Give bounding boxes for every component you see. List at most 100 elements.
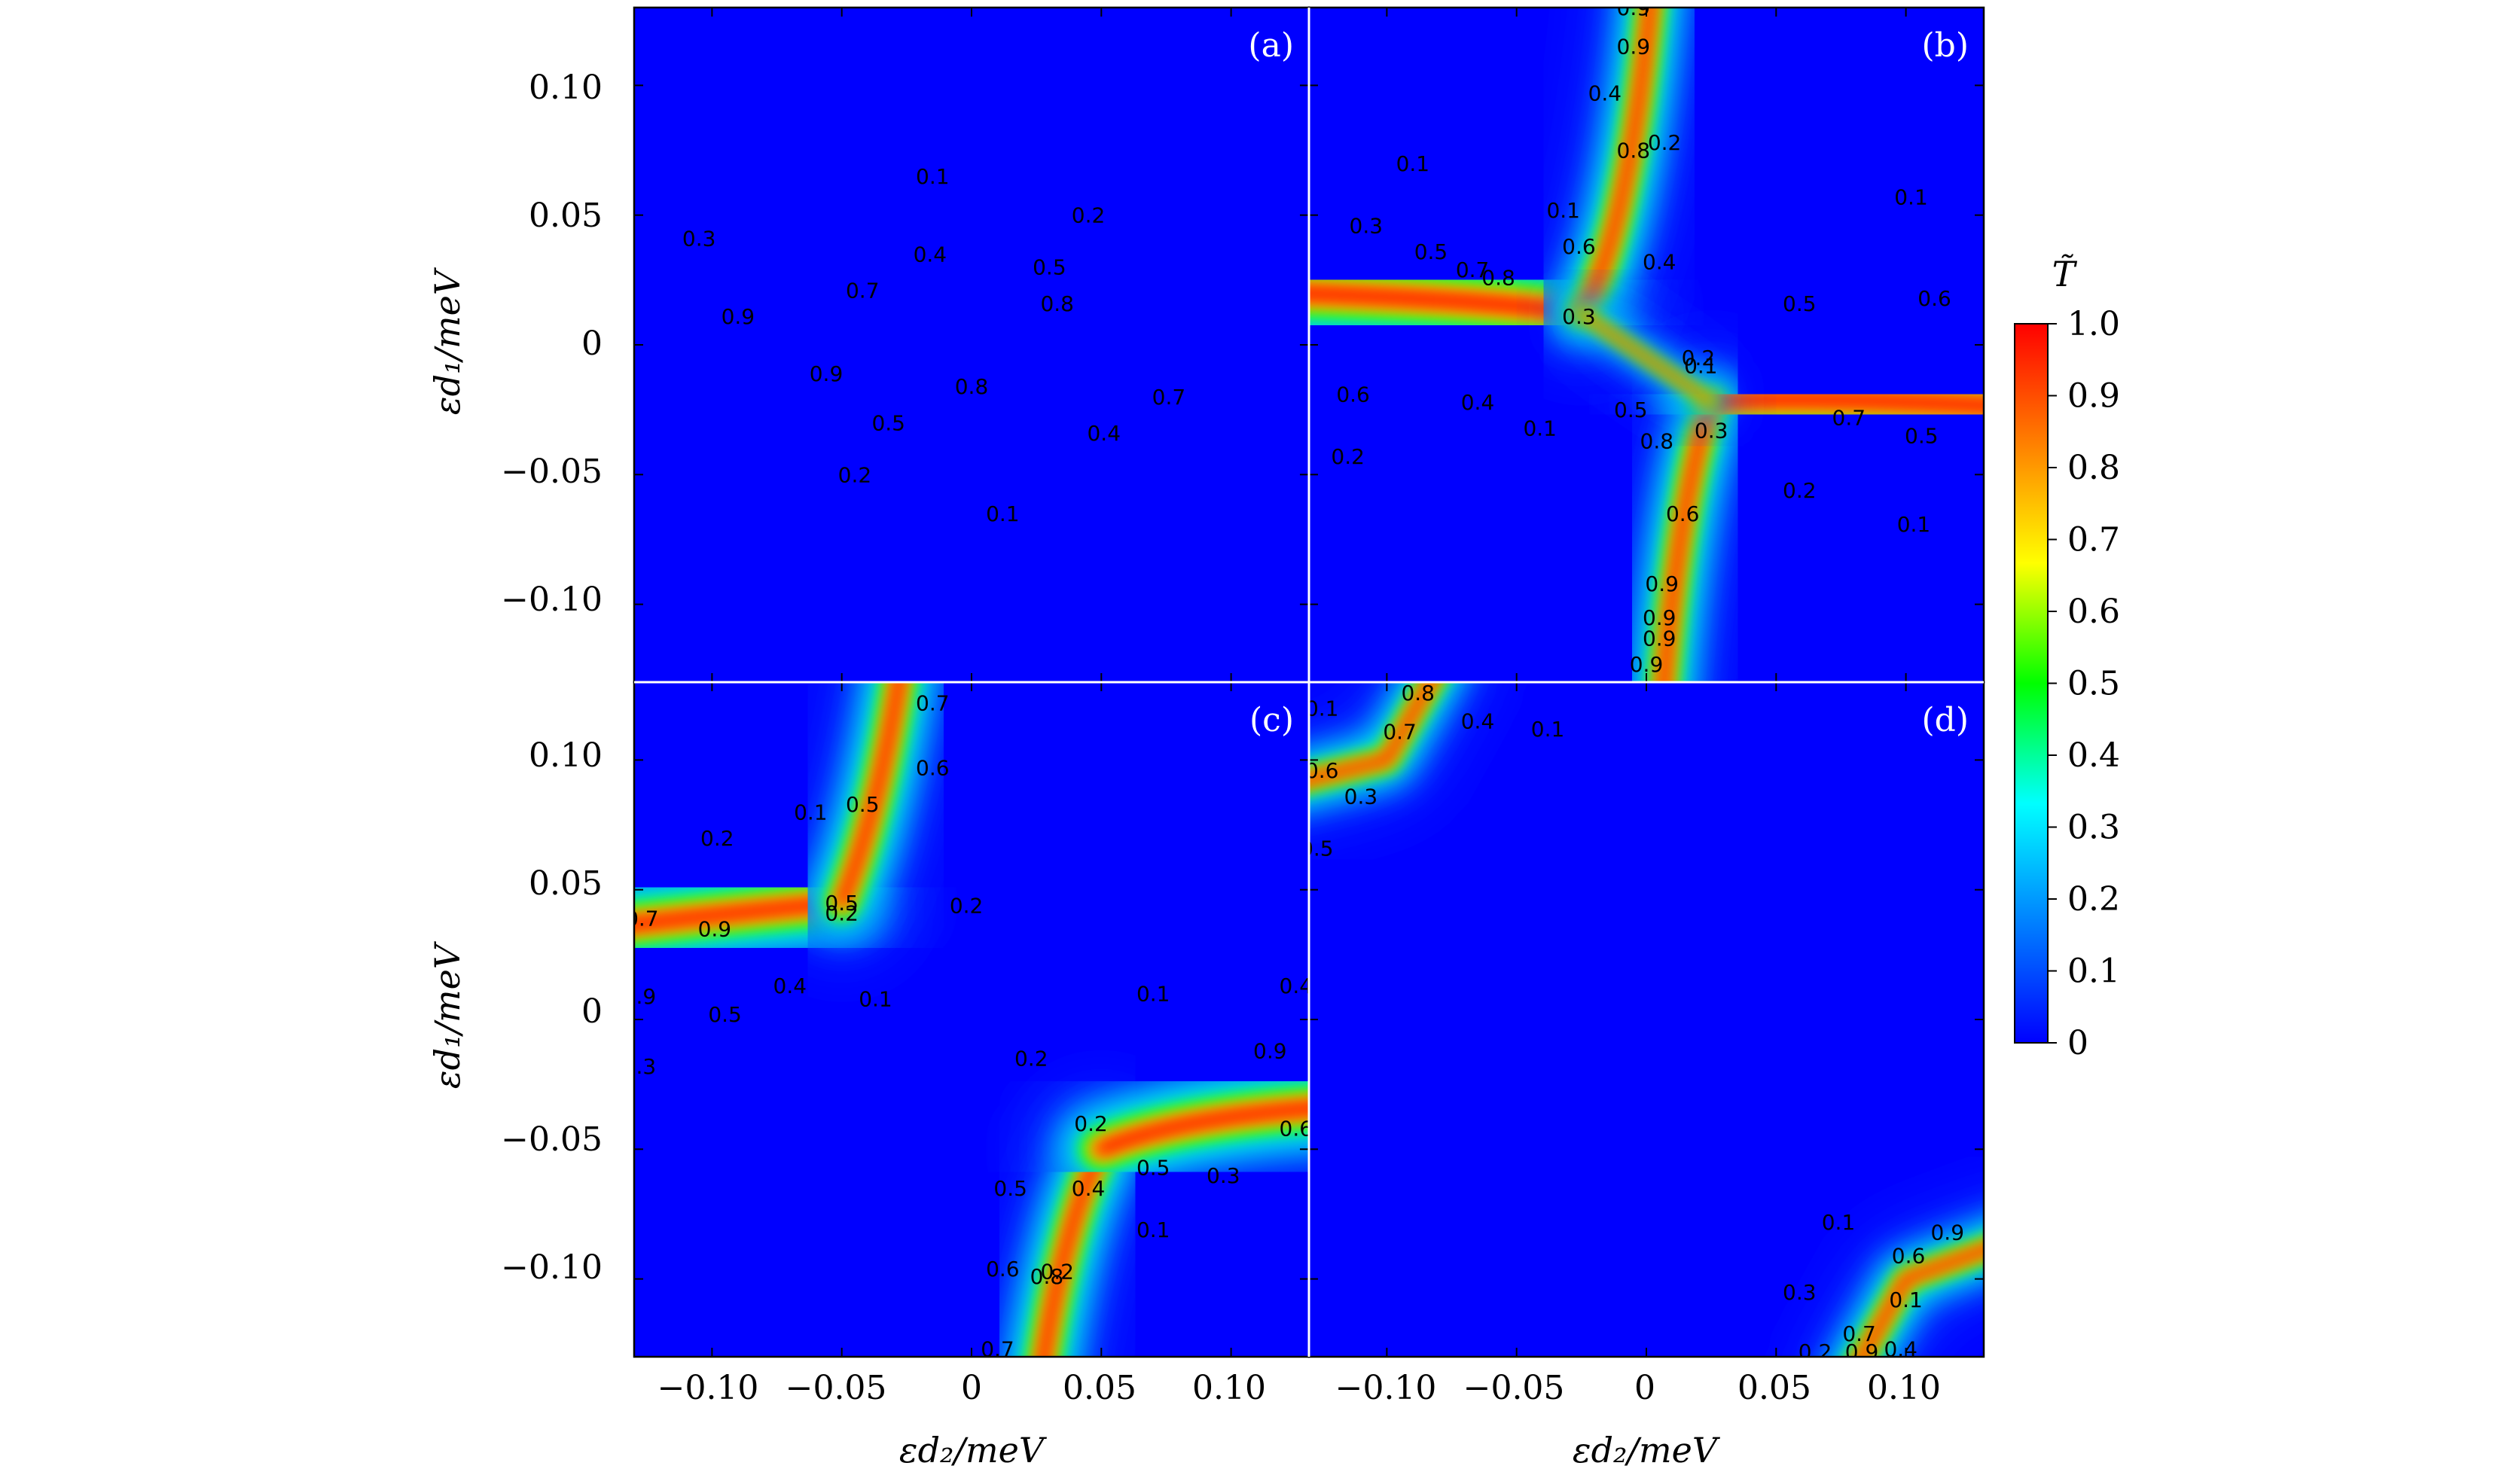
- contour-label: 0.4: [1643, 250, 1676, 275]
- contour-label: 0.4: [1884, 1337, 1917, 1362]
- x-tick-label-left-0.10: 0.10: [1192, 1369, 1266, 1407]
- contour-label: 0.9: [1617, 0, 1651, 20]
- x-tick-label-right-0.05: 0.05: [1737, 1369, 1811, 1407]
- contour-label: 0.1: [859, 986, 892, 1011]
- contour-label: 0.3: [682, 227, 716, 251]
- contour-label: 0.5: [1300, 837, 1334, 861]
- contour-label: 0.6: [1336, 382, 1370, 407]
- heatmap-panel-b: 0.10.10.10.30.50.70.80.60.40.40.80.20.90…: [1309, 0, 1984, 682]
- contour-label: 0.1: [1897, 512, 1931, 537]
- contour-label: 0.1: [1531, 717, 1565, 742]
- colorbar-tick-label: 0.8: [2067, 449, 2120, 487]
- contour-label: 0.6: [1562, 234, 1596, 259]
- colorbar-title: T̃: [2052, 254, 2078, 294]
- colorbar-tick-label: 0.2: [2067, 880, 2120, 919]
- contour-label: 0.7: [981, 1337, 1014, 1362]
- contour-label: 0.6: [916, 756, 950, 781]
- contour-label: 0.7: [1456, 258, 1490, 282]
- contour-label: 0.2: [1072, 203, 1106, 228]
- x-tick-label-right-0: 0: [1634, 1369, 1655, 1407]
- x-tick-label-right-neg0.05: −0.05: [1463, 1369, 1565, 1407]
- contour-label: 0.9: [810, 361, 844, 386]
- x-tick-label-left-neg0.05: −0.05: [786, 1369, 887, 1407]
- contour-label: 0.2: [825, 901, 859, 926]
- contour-label: 0.6: [1666, 501, 1700, 526]
- contour-label: 0.4: [1087, 421, 1121, 446]
- colorbar-tick-label: 0.1: [2067, 952, 2120, 991]
- contour-label: 0.4: [1588, 81, 1622, 106]
- contour-label: 0.2: [1682, 346, 1716, 370]
- contour-label: 0.8: [1401, 681, 1435, 706]
- contour-label: 0.6: [1917, 286, 1951, 311]
- y-axis-title-bottom: εd₁/meV: [427, 940, 468, 1089]
- contour-label: 0.2: [1783, 478, 1817, 503]
- heatmap-panel-a: 0.1 0.2 0.3 0.4 0.5 0.7 0.8 0.9 0.9 0.8 0.7 0.5 0.4 0…: [634, 8, 1309, 682]
- contour-label: 0.2: [1014, 1047, 1048, 1071]
- contour-label: 0.3: [1350, 213, 1384, 238]
- contour-label: 0.3: [1344, 785, 1378, 809]
- contour-label: 0.3: [1207, 1163, 1240, 1188]
- contour-label: 0.4: [1072, 1176, 1106, 1201]
- contour-label: 0.5: [1783, 291, 1817, 316]
- contour-label: 0.8: [1030, 1264, 1064, 1289]
- heatmap-background: [634, 682, 1309, 1357]
- contour-label: 0.2: [1798, 1339, 1832, 1364]
- contour-label: 0.1: [1684, 354, 1718, 379]
- contour-label: 0.2: [1648, 130, 1682, 155]
- panel-tag: (d): [1922, 701, 1969, 739]
- contour-label: 0.2: [950, 893, 984, 918]
- contour-label: 0.9: [623, 984, 657, 1009]
- y-tick-label-bottom-neg0.10: −0.10: [501, 1248, 603, 1287]
- contour-label: 0.2: [700, 826, 734, 851]
- contour-label: 0.9: [1643, 626, 1676, 651]
- contour-label: 0.8: [1040, 291, 1074, 316]
- colorbar-tick-label: 0.9: [2067, 377, 2120, 416]
- transmission-ridge: [1097, 1104, 1309, 1154]
- y-tick-label-bottom-0: 0: [581, 992, 603, 1031]
- x-tick-label-left-neg0.10: −0.10: [657, 1369, 759, 1407]
- y-tick-label-top-0.05: 0.05: [529, 197, 603, 235]
- contour-label: 0.4: [914, 242, 947, 267]
- colorbar-tick-label: 0.5: [2067, 665, 2120, 703]
- contour-label: 0.4: [773, 974, 807, 998]
- contour-label: 0.8: [1640, 429, 1674, 454]
- y-tick-label-bottom-0.10: 0.10: [529, 736, 603, 775]
- y-tick-label-top-neg0.05: −0.05: [501, 453, 603, 491]
- panel-tag: (a): [1248, 26, 1294, 65]
- contour-label: 0.3: [1562, 304, 1596, 329]
- contour-label: 0.7: [916, 691, 950, 716]
- contour-label: 0.1: [986, 501, 1020, 526]
- y-tick-label-top-0: 0: [581, 325, 603, 363]
- contour-label: 0.1: [1894, 185, 1928, 210]
- contour-label: 0.5: [993, 1176, 1027, 1201]
- contour-label: 0.2: [1074, 1111, 1108, 1136]
- contour-label: 0.8: [1481, 265, 1515, 290]
- contour-label: 0.6: [1892, 1244, 1926, 1269]
- contour-label: 0.2: [1331, 444, 1365, 469]
- x-axis-title-left: εd₂/meV: [899, 1430, 1048, 1470]
- transmission-ridge: [1859, 1247, 1984, 1357]
- contour-label: 0.9: [1253, 1038, 1287, 1063]
- colorbar-tick-label: 0: [2067, 1024, 2088, 1062]
- contour-label: 0.1: [1396, 151, 1430, 176]
- panel-tag: (b): [1922, 26, 1969, 65]
- y-tick-label-top-0.10: 0.10: [529, 69, 603, 107]
- contour-label: 0.5: [1414, 239, 1448, 264]
- x-tick-label-right-0.10: 0.10: [1867, 1369, 1941, 1407]
- contour-label: 0.7: [1383, 719, 1417, 744]
- contour-label: 0.1: [1889, 1288, 1923, 1312]
- x-tick-label-left-0.05: 0.05: [1063, 1369, 1136, 1407]
- contour-label: 0.9: [1617, 35, 1651, 59]
- contour-label: 0.1: [1136, 982, 1170, 1007]
- colorbar-tick-label: 0.4: [2067, 736, 2120, 775]
- colorbar: T̃ 1.0 0.9 0.8 0.7 0.6 0.5 0.4 0.3 0.2 0.1 0: [2014, 254, 2120, 1062]
- contour-label: 0.5: [1033, 255, 1066, 280]
- colorbar-tick-label: 0.3: [2067, 809, 2120, 847]
- colorbar-tick-label: 1.0: [2067, 305, 2120, 343]
- contour-label: 0.5: [708, 1002, 742, 1027]
- y-tick-label-bottom-0.05: 0.05: [529, 864, 603, 903]
- transmission-ridge: [1706, 394, 1984, 410]
- contour-label: 0.6: [1305, 758, 1339, 783]
- contour-label: 0.8: [1617, 139, 1651, 163]
